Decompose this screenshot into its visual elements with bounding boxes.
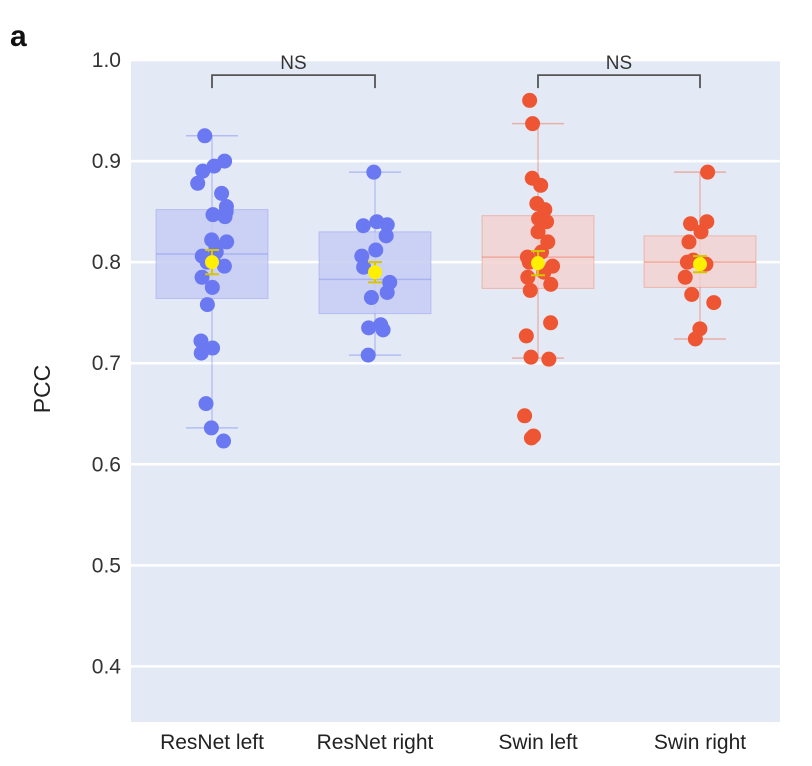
y-tick-label: 0.9 [92,150,121,173]
data-point [197,128,213,144]
data-point [539,214,555,230]
mean-marker [693,257,707,272]
data-point [523,349,539,365]
data-point [706,295,722,311]
data-point [525,116,541,132]
data-point [681,234,697,250]
mean-marker [531,256,545,271]
y-tick-label: 0.6 [92,453,121,476]
data-point [375,322,391,338]
data-point [379,284,395,300]
data-point [190,175,206,191]
data-point [517,408,533,424]
data-point [361,320,377,336]
data-point [379,217,395,233]
data-point [360,347,376,363]
data-point [530,224,546,240]
data-point [541,351,557,367]
data-point [687,331,703,347]
data-point [199,297,215,313]
data-point [543,315,559,331]
data-point [214,185,230,201]
y-axis-label: PCC [29,365,55,414]
data-point [522,92,538,108]
x-category-label: Swin right [654,731,746,754]
data-point [679,254,695,270]
data-point [693,224,709,240]
data-point [355,218,371,234]
data-point [677,269,693,285]
data-point [354,248,370,264]
significance-label: NS [606,53,632,74]
data-point [523,430,539,446]
y-tick-label: 0.5 [92,554,121,577]
significance-bracket [211,74,376,89]
y-tick-label: 1.0 [92,49,121,72]
data-point [193,345,209,361]
mean-marker [205,255,219,270]
data-point [198,396,214,412]
mean-marker [368,265,382,280]
data-point [368,242,384,258]
data-point [216,433,232,449]
data-point [533,177,549,193]
data-point [203,420,219,436]
data-point [206,158,222,174]
data-point [522,282,538,298]
data-point [518,328,534,344]
data-point [363,290,379,306]
y-tick-label: 0.7 [92,352,121,375]
data-point [543,276,559,292]
significance-bracket [537,74,701,89]
data-point [217,209,233,225]
data-point [700,164,716,180]
data-point [520,269,536,285]
data-point [683,216,699,232]
y-tick-label: 0.4 [92,655,122,678]
panel-label: a [10,20,27,53]
data-point [366,164,382,180]
y-tick-label: 0.8 [92,251,121,274]
plot-background [131,60,780,722]
data-point [684,286,700,302]
data-point [204,279,220,295]
data-point [216,258,232,274]
x-category-label: ResNet left [160,731,264,754]
data-point [193,333,209,349]
x-category-label: ResNet right [317,731,434,754]
data-point [356,259,372,275]
data-point [378,228,394,244]
significance-label: NS [280,53,306,74]
data-point [205,207,221,223]
x-category-label: Swin left [498,731,578,754]
data-point [205,340,221,356]
data-point [195,163,211,179]
